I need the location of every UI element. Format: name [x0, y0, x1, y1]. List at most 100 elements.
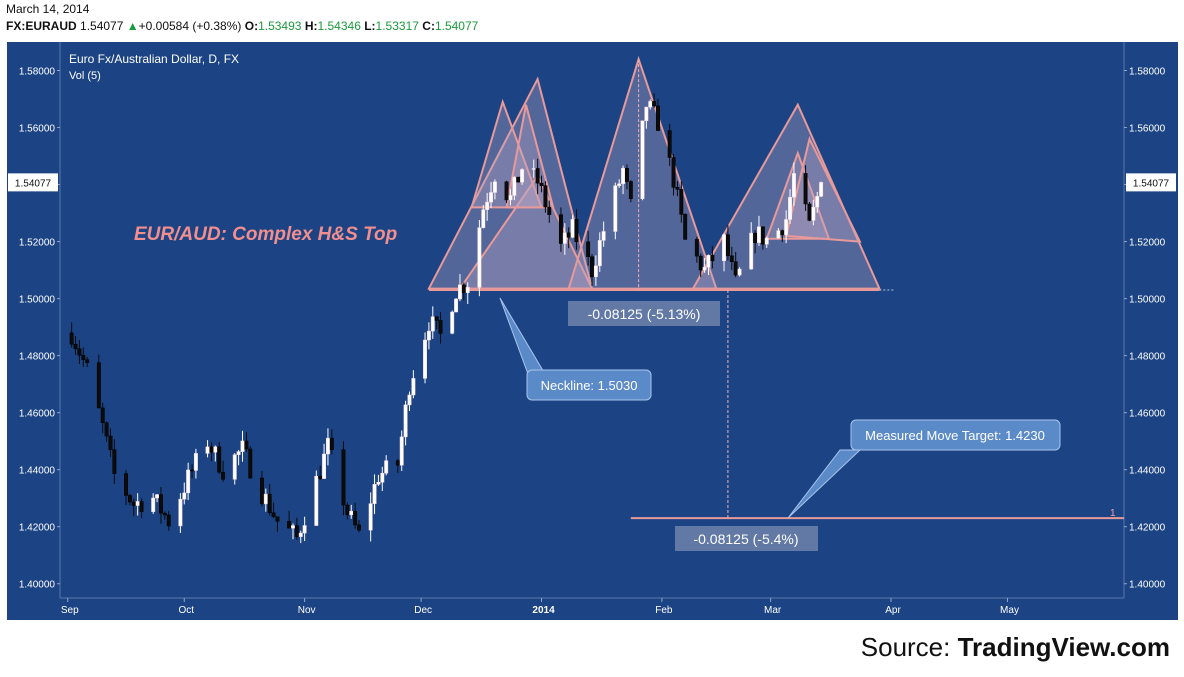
candle-down [434, 316, 439, 321]
pattern-title: EUR/AUD: Complex H&S Top [134, 224, 397, 245]
target-callout-box [850, 419, 1061, 451]
target-move-label: -0.08125 (-5.4%) [693, 531, 798, 547]
candle-up [621, 168, 626, 185]
candle-down [656, 105, 660, 131]
candle-down [725, 234, 730, 257]
y-tick-label-left: 1.48000 [19, 352, 56, 363]
x-tick-label: Nov [298, 605, 316, 616]
candle-up [411, 378, 416, 396]
candle-up [380, 472, 385, 483]
candle-down [96, 362, 101, 409]
candle-up [135, 501, 140, 506]
candle-up [155, 494, 160, 499]
candle-down [590, 256, 594, 278]
candle-down [461, 284, 466, 293]
candle-down [543, 185, 548, 208]
candle-up [450, 311, 455, 334]
source-prefix: Source: [860, 632, 958, 662]
candle-down [395, 460, 400, 466]
candle-down [671, 157, 676, 188]
candle-down [438, 320, 443, 334]
candle-down [516, 176, 521, 183]
candle-down [586, 241, 591, 257]
y-tick-label-right: 1.52000 [1129, 238, 1166, 249]
candle-up [597, 240, 602, 267]
open-label: O: [244, 19, 259, 33]
candle-down [108, 435, 113, 450]
x-tick-label: Oct [178, 605, 194, 616]
candle-up [601, 231, 606, 241]
candle-up [430, 316, 435, 332]
candle-up [702, 266, 707, 271]
x-tick-label: Feb [655, 605, 673, 616]
candle-down [652, 101, 657, 107]
candle-up [372, 484, 377, 504]
x-tick-label: Sep [61, 605, 79, 616]
candle-up [302, 525, 307, 534]
high-label: H: [304, 19, 318, 33]
candle-down [81, 355, 86, 360]
candle-up [465, 287, 470, 293]
x-tick-label: 2014 [532, 605, 555, 616]
candle-up [811, 206, 816, 221]
candle-up [376, 481, 381, 485]
candle-down [504, 181, 509, 201]
candle-down [271, 512, 276, 518]
low-value: 1.53317 [375, 19, 419, 33]
candle-up [322, 453, 327, 479]
candle-up [776, 230, 781, 239]
candle-down [694, 239, 699, 257]
y-tick-label-right: 1.50000 [1129, 295, 1166, 306]
y-tick-label-left: 1.46000 [19, 409, 56, 420]
candle-down [760, 226, 765, 245]
candle-up [193, 453, 198, 471]
candle-up [764, 237, 769, 245]
candle-up [458, 284, 462, 300]
candle-down [698, 255, 703, 271]
candle-down [566, 232, 571, 238]
candle-up [477, 227, 482, 288]
candle-up [454, 298, 459, 313]
quote-line: FX:EURAUD 1.54077 ▲+0.00584 (+0.38%) O:1… [6, 19, 478, 33]
low-label: L: [364, 19, 376, 33]
source-brand: TradingView.com [957, 632, 1170, 662]
neckline-callout-box [526, 369, 652, 401]
candle-down [558, 214, 563, 244]
candle-up [489, 192, 493, 203]
candle-up [291, 525, 295, 529]
candle-down [77, 348, 82, 356]
candle-up [570, 219, 575, 238]
candle-up [617, 183, 622, 186]
open-value: 1.53493 [258, 19, 302, 33]
candle-down [124, 473, 128, 496]
candle-up [648, 101, 653, 108]
candle-up [178, 498, 183, 527]
candle-up [403, 404, 408, 438]
candle-down [357, 524, 361, 531]
candle-up [186, 469, 191, 494]
candle-up [240, 440, 245, 452]
candle-down [69, 332, 74, 345]
last-price-label-left: 1.54077 [15, 178, 52, 189]
candle-up [815, 196, 820, 208]
candle-down [248, 448, 253, 479]
y-tick-label-right: 1.40000 [1129, 580, 1166, 591]
target-callout-label: Measured Move Target: 1.4230 [865, 428, 1045, 443]
candle-down [803, 173, 808, 205]
candle-up [788, 196, 792, 220]
candle-up [737, 268, 742, 276]
indicator-label: Vol (5) [69, 70, 101, 82]
left-axis-pane [7, 42, 60, 620]
candle-up [791, 173, 796, 198]
candle-up [426, 330, 431, 341]
candle-up [205, 446, 210, 454]
candle-up [593, 265, 598, 278]
y-tick-label-right: 1.46000 [1129, 409, 1166, 420]
candle-down [112, 449, 117, 474]
candle-down [209, 446, 214, 453]
symbol-label: FX:EURAUD [6, 19, 77, 33]
candle-up [784, 219, 789, 236]
candle-up [423, 339, 427, 379]
time-axis-pane [60, 598, 1124, 620]
